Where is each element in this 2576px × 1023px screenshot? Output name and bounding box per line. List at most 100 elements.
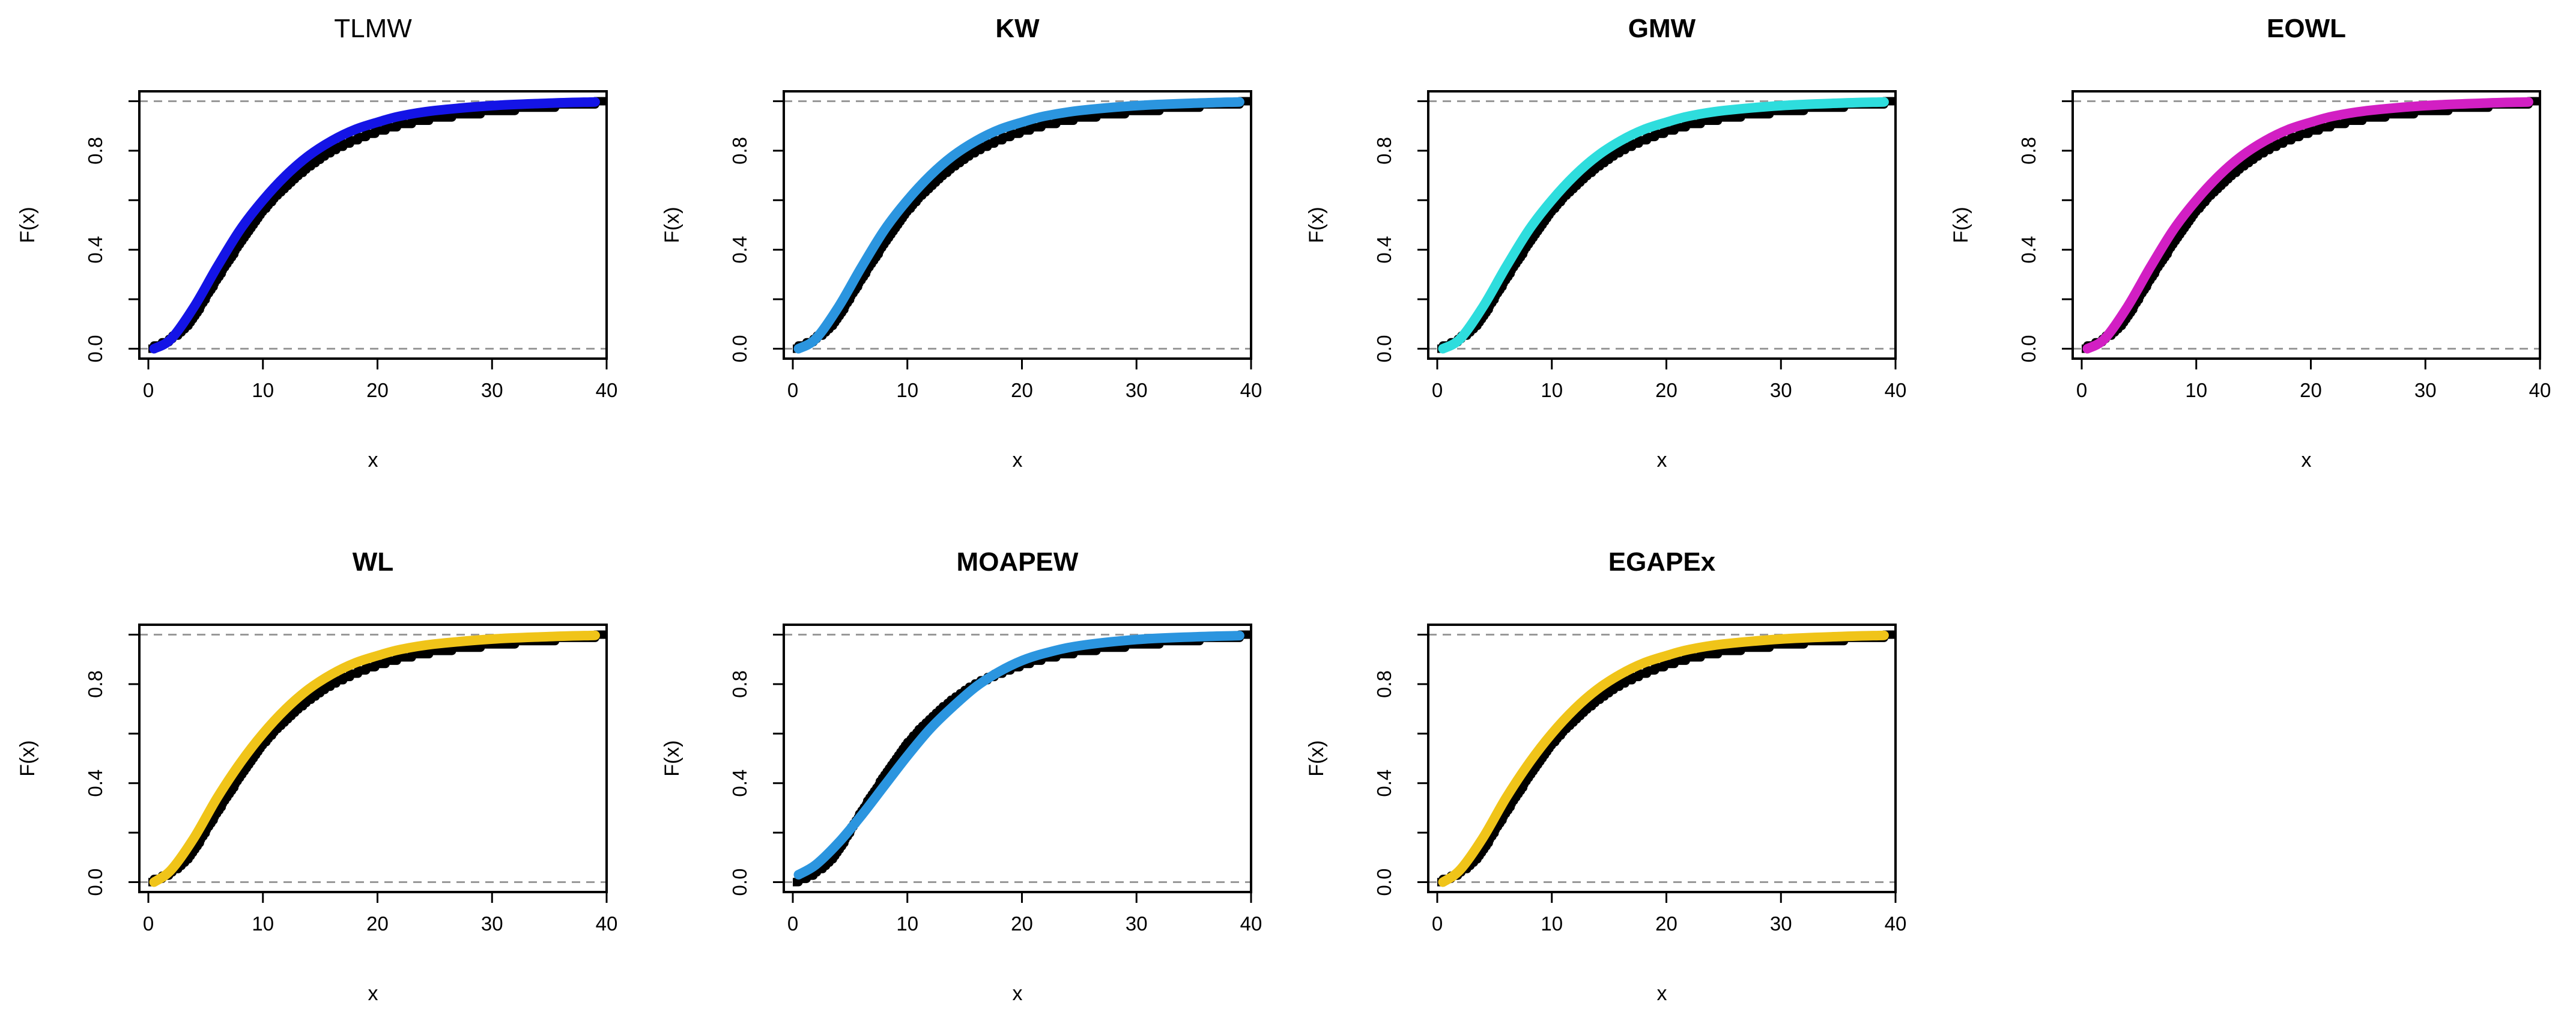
- x-tick-label: 20: [366, 912, 389, 935]
- y-tick-label: 0.4: [84, 236, 106, 264]
- panel-title: KW: [995, 14, 1040, 43]
- y-axis-label: F(x): [661, 207, 683, 243]
- y-tick-label: 0.0: [1373, 335, 1395, 363]
- plot-frame: [2071, 90, 2541, 360]
- fitted-cdf-line: [793, 631, 1244, 880]
- y-tick-label: 0.4: [1373, 770, 1395, 797]
- x-tick-label: 40: [1240, 379, 1262, 401]
- panel-wl: WL 0 10 20 30 40 0.0 0.4 0.8 x F(x): [16, 547, 617, 1005]
- plot-frame: [138, 624, 608, 893]
- x-axis-label: x: [1657, 449, 1667, 472]
- x-axis-label: x: [1013, 449, 1023, 472]
- empirical-cdf-line: [793, 630, 1251, 887]
- x-axis-label: x: [2302, 449, 2312, 472]
- y-axis-label: F(x): [1305, 207, 1328, 243]
- y-axis-label: F(x): [1950, 207, 1972, 243]
- x-axis-label: x: [368, 449, 378, 472]
- y-tick-label: 0.8: [1373, 137, 1395, 165]
- panel-title: EOWL: [2267, 14, 2346, 43]
- x-tick-label: 30: [1770, 912, 1792, 935]
- y-tick-label: 0.4: [84, 770, 106, 797]
- empirical-cdf-line: [793, 97, 1251, 353]
- x-tick-label: 0: [2076, 379, 2087, 401]
- y-axis-label: F(x): [661, 740, 683, 776]
- x-tick-label: 20: [366, 379, 389, 401]
- x-tick-label: 10: [896, 912, 918, 935]
- y-tick-label: 0.0: [729, 869, 751, 896]
- x-tick-label: 30: [481, 379, 503, 401]
- y-tick-label: 0.8: [84, 137, 106, 165]
- panel-eowl: EOWL 0 10 20 30 40 0.0 0.4 0.8 x F(x): [1950, 14, 2551, 472]
- x-tick-label: 40: [1240, 912, 1262, 935]
- y-tick-label: 0.4: [729, 236, 751, 264]
- x-tick-label: 0: [1432, 912, 1443, 935]
- x-tick-label: 0: [787, 379, 798, 401]
- x-tick-label: 30: [481, 912, 503, 935]
- x-tick-label: 0: [143, 912, 154, 935]
- y-axis-label: F(x): [16, 740, 39, 776]
- fitted-cdf-line: [793, 97, 1244, 354]
- panel-tlmw: TLMW 0 10 20 30 40 0.0 0.4 0.8 x F(x): [16, 14, 617, 472]
- y-tick-label: 0.4: [1373, 236, 1395, 264]
- panel-egapex: EGAPEx 0 10 20 30 40 0.0 0.4 0.8 x F(x): [1305, 547, 1906, 1005]
- panel-title: WL: [353, 547, 393, 577]
- y-tick-label: 0.8: [2017, 137, 2040, 165]
- fitted-cdf-line: [2082, 97, 2533, 354]
- empirical-cdf-line: [1437, 97, 1896, 353]
- y-tick-label: 0.0: [2017, 335, 2040, 363]
- panel-title: MOAPEW: [957, 547, 1079, 577]
- y-tick-label: 0.8: [729, 670, 751, 698]
- empirical-cdf-line: [148, 97, 607, 353]
- plot-frame: [783, 90, 1252, 360]
- y-tick-label: 0.8: [1373, 670, 1395, 698]
- x-tick-label: 0: [787, 912, 798, 935]
- plot-frame: [783, 624, 1252, 893]
- x-tick-label: 20: [1655, 379, 1677, 401]
- panel-title: GMW: [1628, 14, 1696, 43]
- y-axis-label: F(x): [16, 207, 39, 243]
- y-tick-label: 0.0: [729, 335, 751, 363]
- plot-frame: [1427, 90, 1897, 360]
- y-tick-label: 0.0: [84, 335, 106, 363]
- x-axis-label: x: [1657, 982, 1667, 1005]
- panel-title: EGAPEx: [1608, 547, 1716, 577]
- x-tick-label: 0: [1432, 379, 1443, 401]
- x-axis-label: x: [368, 982, 378, 1005]
- y-axis-label: F(x): [1305, 740, 1328, 776]
- x-tick-label: 40: [596, 379, 618, 401]
- y-tick-label: 0.8: [84, 670, 106, 698]
- x-tick-label: 30: [2414, 379, 2437, 401]
- x-tick-label: 10: [252, 912, 274, 935]
- x-tick-label: 40: [1885, 912, 1907, 935]
- x-tick-label: 10: [252, 379, 274, 401]
- y-tick-label: 0.4: [2017, 236, 2040, 264]
- y-tick-label: 0.0: [84, 869, 106, 896]
- plot-frame: [1427, 624, 1897, 893]
- y-tick-label: 0.4: [729, 770, 751, 797]
- x-tick-label: 40: [2529, 379, 2551, 401]
- x-tick-label: 20: [1655, 912, 1677, 935]
- panel-kw: KW 0 10 20 30 40 0.0 0.4 0.8 x F(x): [661, 14, 1262, 472]
- x-axis-label: x: [1013, 982, 1023, 1005]
- x-tick-label: 10: [896, 379, 918, 401]
- y-tick-label: 0.8: [729, 137, 751, 165]
- panel-moapew: MOAPEW 0 10 20 30 40 0.0 0.4 0.8 x F(x): [661, 547, 1262, 1005]
- plot-frame: [138, 90, 608, 360]
- fitted-cdf-line: [149, 97, 600, 354]
- empirical-cdf-line: [1437, 630, 1896, 887]
- x-tick-label: 10: [2185, 379, 2207, 401]
- x-tick-label: 20: [2300, 379, 2322, 401]
- x-tick-label: 30: [1126, 379, 1148, 401]
- panel-gmw: GMW 0 10 20 30 40 0.0 0.4 0.8 x F(x): [1305, 14, 1906, 472]
- fitted-cdf-line: [149, 630, 600, 887]
- fitted-cdf-line: [1438, 630, 1889, 887]
- empirical-cdf-line: [148, 630, 607, 887]
- fitted-cdf-line: [1438, 97, 1889, 354]
- x-tick-label: 0: [143, 379, 154, 401]
- x-tick-label: 40: [1885, 379, 1907, 401]
- x-tick-label: 10: [1541, 379, 1563, 401]
- x-tick-label: 20: [1011, 912, 1033, 935]
- x-tick-label: 10: [1541, 912, 1563, 935]
- x-tick-label: 30: [1770, 379, 1792, 401]
